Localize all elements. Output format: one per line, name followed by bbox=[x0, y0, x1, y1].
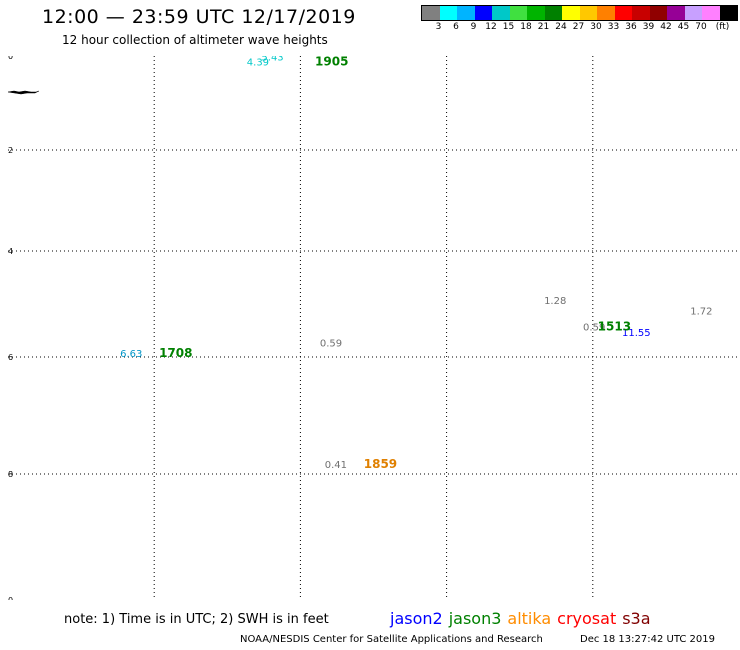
legend-swatch bbox=[527, 6, 545, 20]
legend-unit-label: (ft) bbox=[715, 22, 730, 32]
map-subtitle: 12 hour collection of altimeter wave hei… bbox=[62, 33, 328, 47]
generated-timestamp: Dec 18 13:27:42 UTC 2019 bbox=[580, 634, 715, 645]
legend-swatch bbox=[562, 6, 580, 20]
wave-height-value: 1.72 bbox=[690, 307, 712, 318]
wave-height-value: 0.41 bbox=[325, 460, 347, 471]
satellite-name: jason3 bbox=[448, 609, 502, 628]
legend-tick-label: 30 bbox=[590, 22, 602, 32]
legend-swatch bbox=[492, 6, 510, 20]
wave-height-color-legend bbox=[421, 5, 738, 21]
map-title: 12:00 — 23:59 UTC 12/17/2019 bbox=[42, 6, 356, 28]
legend-tick-label: 9 bbox=[470, 22, 477, 32]
wave-height-value: 0.59 bbox=[583, 323, 605, 334]
satellite-name: altika bbox=[507, 609, 552, 628]
pass-time-label: 1513 bbox=[598, 320, 631, 334]
satellite-legend: jason2 jason3 altika cryosat s3a bbox=[390, 609, 657, 628]
legend-swatch bbox=[439, 6, 457, 20]
legend-swatch bbox=[649, 6, 667, 20]
legend-swatch bbox=[684, 6, 702, 20]
legend-swatch bbox=[509, 6, 527, 20]
legend-swatch bbox=[457, 6, 475, 20]
latitude-label: -66 bbox=[8, 353, 13, 362]
legend-tick-label: 39 bbox=[642, 22, 655, 32]
legend-swatch bbox=[597, 6, 615, 20]
wave-height-value: 11.55 bbox=[622, 328, 651, 339]
wave-height-value: 5.43 bbox=[261, 56, 283, 64]
pass-time-label: 1708 bbox=[159, 346, 192, 360]
legend-swatch bbox=[544, 6, 562, 20]
legend-swatch bbox=[474, 6, 492, 20]
satellite-name: jason2 bbox=[390, 609, 443, 628]
wave-height-value: 1.28 bbox=[544, 296, 566, 307]
legend-swatch bbox=[667, 6, 685, 20]
pass-time-label: 1905 bbox=[315, 56, 348, 68]
satellite-name: cryosat bbox=[557, 609, 617, 628]
legend-tick-label: 42 bbox=[660, 22, 672, 32]
legend-swatch bbox=[422, 6, 440, 20]
latitude-label: -62 bbox=[8, 146, 13, 155]
organization-credit: NOAA/NESDIS Center for Satellite Applica… bbox=[240, 634, 543, 645]
wave-height-value: 0.59 bbox=[320, 338, 342, 349]
legend-tick-label: 27 bbox=[572, 22, 585, 32]
altimeter-map-svg: -60-62-64-66-68-70-45-42-39-36-33-304.39… bbox=[8, 56, 739, 600]
legend-tick-label: 70 bbox=[695, 22, 707, 32]
satellite-name: s3a bbox=[622, 609, 651, 628]
legend-tick-label: 6 bbox=[453, 22, 459, 32]
legend-tick-label: 36 bbox=[625, 22, 637, 32]
legend-swatch bbox=[702, 6, 720, 20]
legend-tick-label: 15 bbox=[502, 22, 515, 32]
units-note: note: 1) Time is in UTC; 2) SWH is in fe… bbox=[64, 612, 329, 627]
legend-tick-label: 3 bbox=[435, 22, 442, 32]
legend-tick-label: 12 bbox=[485, 22, 497, 32]
latitude-label: -64 bbox=[8, 247, 13, 256]
legend-tick-label: 24 bbox=[555, 22, 567, 32]
legend-swatch bbox=[719, 6, 737, 20]
legend-swatch bbox=[579, 6, 597, 20]
legend-tick-label: 45 bbox=[677, 22, 690, 32]
wave-height-value: 4.39 bbox=[247, 57, 269, 68]
legend-tick-label: 21 bbox=[537, 22, 550, 32]
island-outline bbox=[8, 90, 40, 95]
latitude-label: -68 bbox=[8, 470, 13, 479]
legend-tick-label: 18 bbox=[520, 22, 532, 32]
legend-swatch bbox=[614, 6, 632, 20]
legend-tick-label: 33 bbox=[607, 22, 620, 32]
map-area: -60-62-64-66-68-70-45-42-39-36-33-304.39… bbox=[8, 56, 739, 600]
wave-height-value: 6.63 bbox=[120, 349, 142, 360]
latitude-label: -70 bbox=[8, 596, 13, 600]
legend-swatch bbox=[632, 6, 650, 20]
pass-time-label: 1859 bbox=[364, 457, 397, 471]
latitude-label: -60 bbox=[8, 56, 13, 61]
